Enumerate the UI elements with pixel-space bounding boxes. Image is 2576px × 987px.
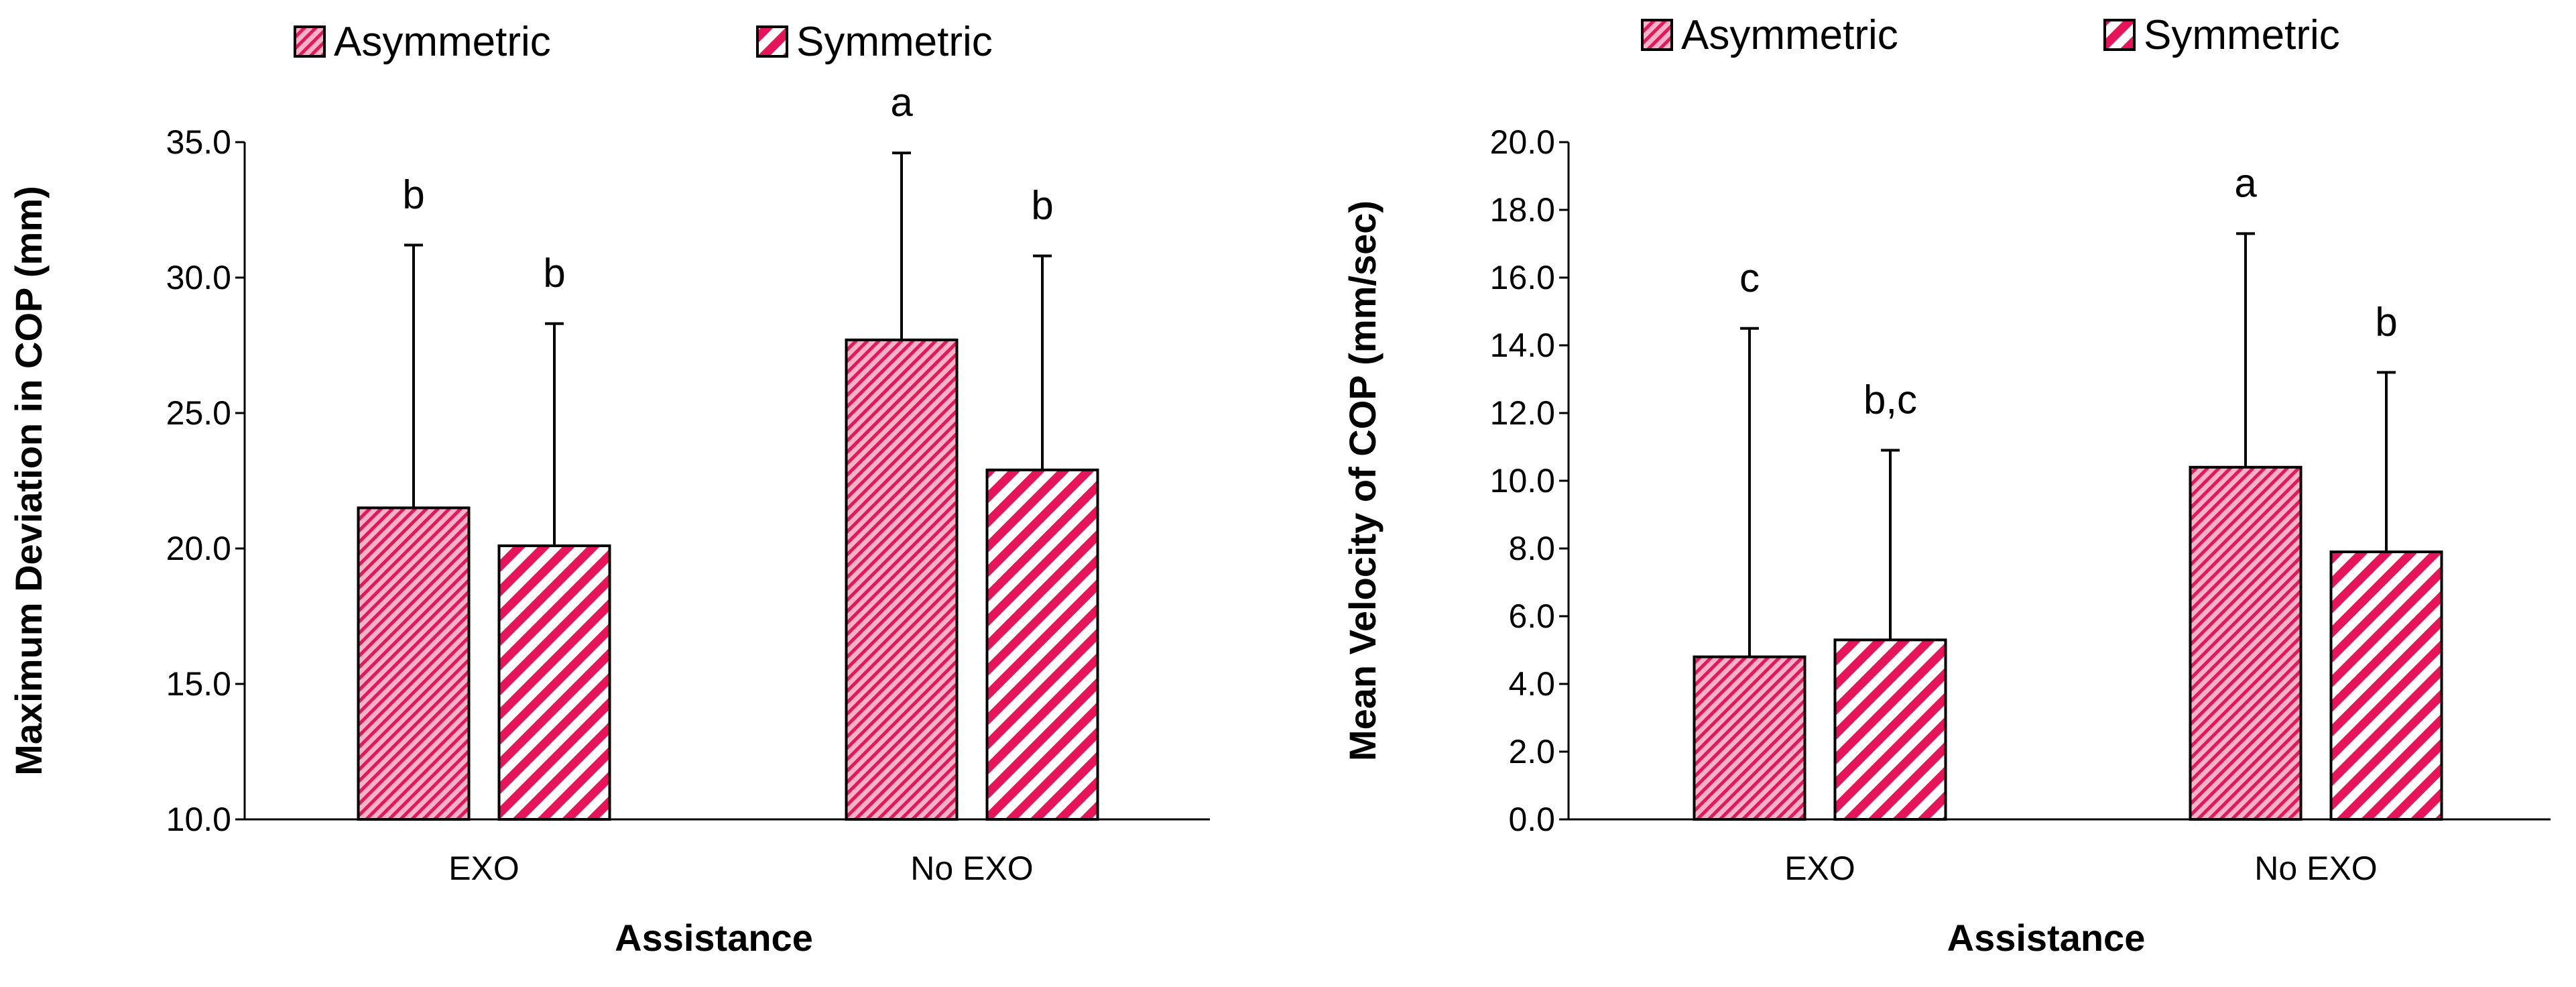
y-tick-label: 8.0	[1508, 530, 1555, 567]
max-deviation-chart: 10.0 15.0 20.0 25.0 30.0 35.0 Maximum Deviatio…	[7, 19, 1210, 959]
y-tick-label: 20.0	[166, 530, 231, 567]
bar-symmetric-no-exo	[2329, 550, 2443, 821]
legend-label-asymmetric: Asymmetric	[1681, 12, 1898, 58]
y-axis-label: Mean Velocity of COP (mm/sec)	[1341, 200, 1384, 761]
significance-label: c	[1739, 255, 1760, 300]
category-label: EXO	[1784, 850, 1855, 887]
x-axis-label: Assistance	[1947, 917, 2146, 959]
legend-label-symmetric: Symmetric	[796, 19, 993, 65]
x-axis-label: Assistance	[615, 917, 813, 959]
y-tick-label: 20.0	[1490, 123, 1555, 161]
y-tick-label: 25.0	[166, 394, 231, 432]
y-tick-label: 10.0	[1490, 462, 1555, 500]
legend-swatch-asymmetric	[1641, 19, 1673, 51]
category-label: No EXO	[910, 850, 1033, 887]
mean-velocity-chart: 0.0 2.0 4.0 6.0 8.0 10.0 12.0 14.0 16.0 18.0 20.0 M…	[1341, 12, 2551, 959]
y-tick-label: 14.0	[1490, 327, 1555, 364]
y-tick-label: 35.0	[166, 123, 231, 161]
y-tick-label: 6.0	[1508, 597, 1555, 635]
bar-symmetric-no-exo	[985, 468, 1099, 821]
legend-label-asymmetric: Asymmetric	[334, 19, 551, 65]
y-tick-label: 18.0	[1490, 191, 1555, 229]
y-tick-label: 4.0	[1508, 665, 1555, 703]
significance-label: b,c	[1863, 378, 1917, 422]
significance-label: a	[2234, 160, 2257, 205]
category-label: EXO	[448, 850, 519, 887]
legend-swatch-symmetric	[756, 25, 788, 58]
y-tick-label: 12.0	[1490, 394, 1555, 432]
bar-asymmetric-exo	[1693, 655, 1806, 821]
y-axis-label: Maximum Deviation in COP (mm)	[7, 186, 50, 776]
bar-symmetric-exo	[1833, 638, 1947, 821]
significance-label: b	[1031, 183, 1053, 228]
significance-label: b	[402, 172, 424, 217]
y-tick-label: 0.0	[1508, 801, 1555, 838]
bar-asymmetric-no-exo	[845, 338, 959, 821]
y-tick-label: 16.0	[1490, 259, 1555, 296]
legend-label-symmetric: Symmetric	[2144, 12, 2340, 58]
significance-label: b	[2375, 299, 2397, 344]
y-tick-label: 30.0	[166, 259, 231, 296]
bar-asymmetric-no-exo	[2189, 465, 2303, 821]
legend-swatch-asymmetric	[294, 25, 326, 58]
y-tick-label: 10.0	[166, 801, 231, 838]
significance-label: a	[890, 80, 913, 125]
bar-symmetric-exo	[497, 544, 611, 821]
category-label: No EXO	[2254, 850, 2377, 887]
bar-asymmetric-exo	[357, 506, 471, 821]
y-tick-label: 2.0	[1508, 733, 1555, 770]
legend-swatch-symmetric	[2103, 19, 2136, 51]
y-tick-label: 15.0	[166, 665, 231, 703]
significance-label: b	[543, 251, 565, 296]
